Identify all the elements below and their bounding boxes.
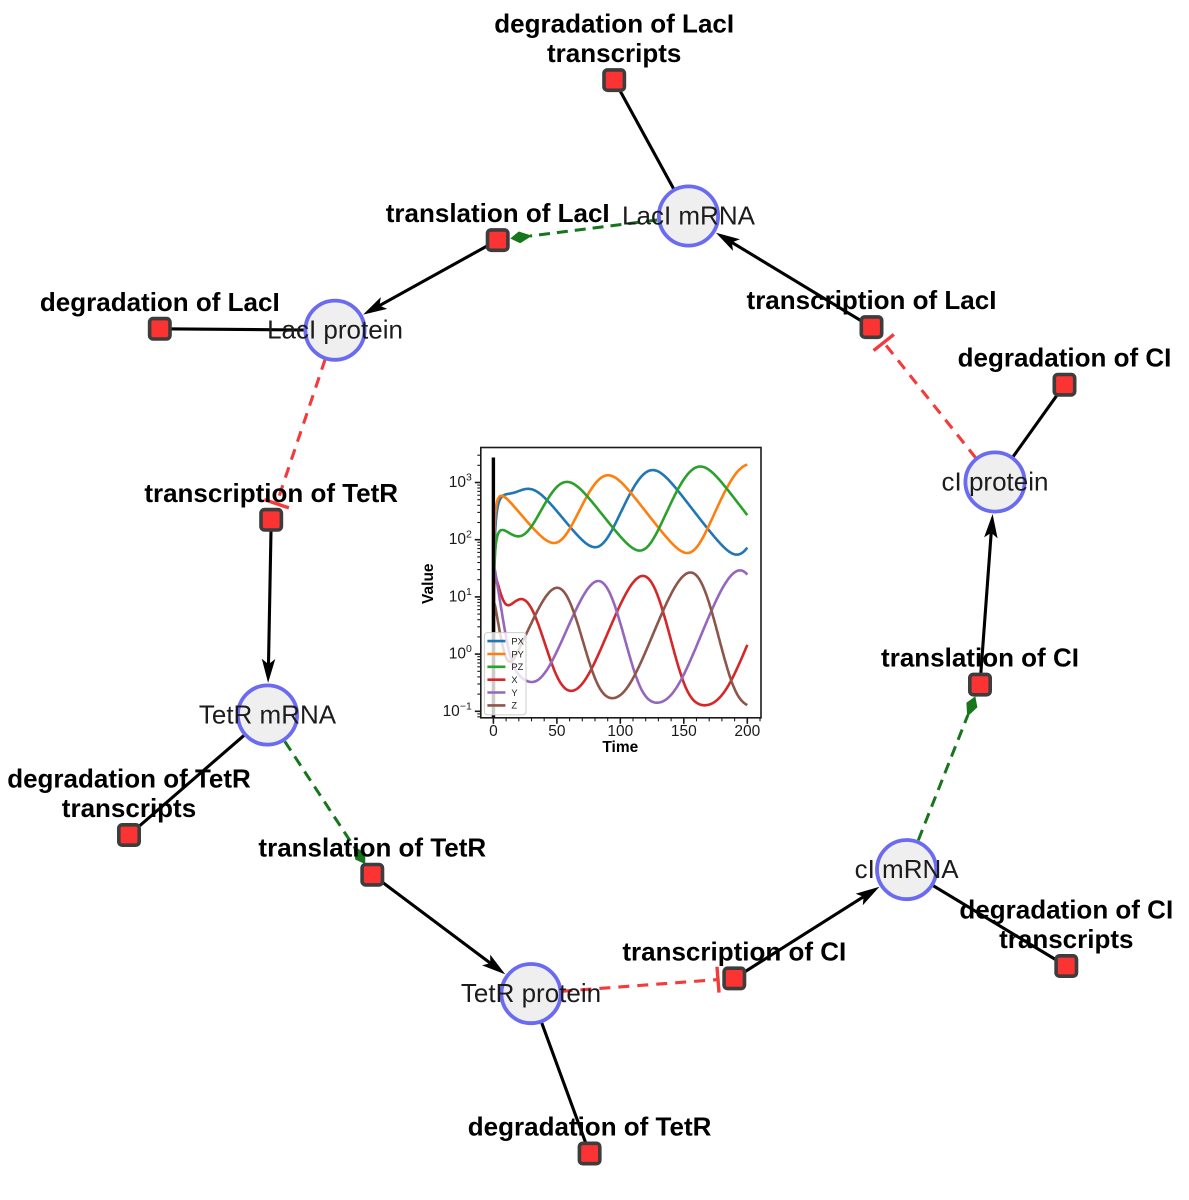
svg-text:degradation of CI: degradation of CI — [959, 895, 1173, 925]
svg-text:150: 150 — [671, 723, 697, 740]
svg-text:Z: Z — [511, 701, 517, 711]
svg-text:degradation of TetR: degradation of TetR — [7, 764, 251, 794]
svg-text:translation of TetR: translation of TetR — [258, 833, 486, 863]
svg-text:transcripts: transcripts — [999, 924, 1133, 954]
svg-text:cI mRNA: cI mRNA — [855, 854, 960, 884]
svg-text:Y: Y — [511, 688, 517, 698]
svg-text:X: X — [511, 675, 517, 685]
svg-text:translation of LacI: translation of LacI — [386, 198, 610, 228]
svg-text:translation of CI: translation of CI — [881, 643, 1079, 673]
svg-text:degradation of TetR: degradation of TetR — [468, 1112, 712, 1142]
svg-text:PX: PX — [511, 636, 523, 646]
svg-text:200: 200 — [734, 723, 760, 740]
svg-text:PY: PY — [511, 649, 523, 659]
svg-text:degradation of LacI: degradation of LacI — [494, 9, 734, 39]
svg-text:transcription of LacI: transcription of LacI — [747, 285, 997, 315]
svg-text:LacI mRNA: LacI mRNA — [622, 201, 756, 231]
svg-text:cI protein: cI protein — [942, 467, 1049, 497]
svg-text:TetR protein: TetR protein — [461, 978, 601, 1008]
svg-text:Value: Value — [420, 563, 437, 604]
svg-text:Time: Time — [602, 739, 638, 756]
svg-text:0: 0 — [489, 723, 498, 740]
svg-text:transcripts: transcripts — [547, 38, 681, 68]
svg-text:50: 50 — [548, 723, 566, 740]
svg-text:transcription of CI: transcription of CI — [622, 936, 846, 966]
svg-text:PZ: PZ — [511, 662, 523, 672]
svg-text:transcription of TetR: transcription of TetR — [144, 478, 398, 508]
svg-text:degradation of CI: degradation of CI — [958, 343, 1172, 373]
svg-text:100: 100 — [607, 723, 633, 740]
svg-text:TetR mRNA: TetR mRNA — [199, 700, 337, 730]
svg-text:transcripts: transcripts — [62, 793, 196, 823]
svg-text:LacI protein: LacI protein — [267, 315, 403, 345]
svg-text:degradation of LacI: degradation of LacI — [40, 287, 280, 317]
